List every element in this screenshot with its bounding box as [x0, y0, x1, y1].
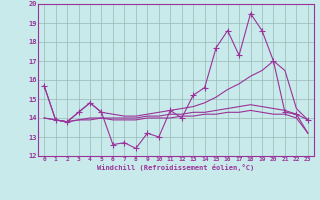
X-axis label: Windchill (Refroidissement éolien,°C): Windchill (Refroidissement éolien,°C) [97, 164, 255, 171]
